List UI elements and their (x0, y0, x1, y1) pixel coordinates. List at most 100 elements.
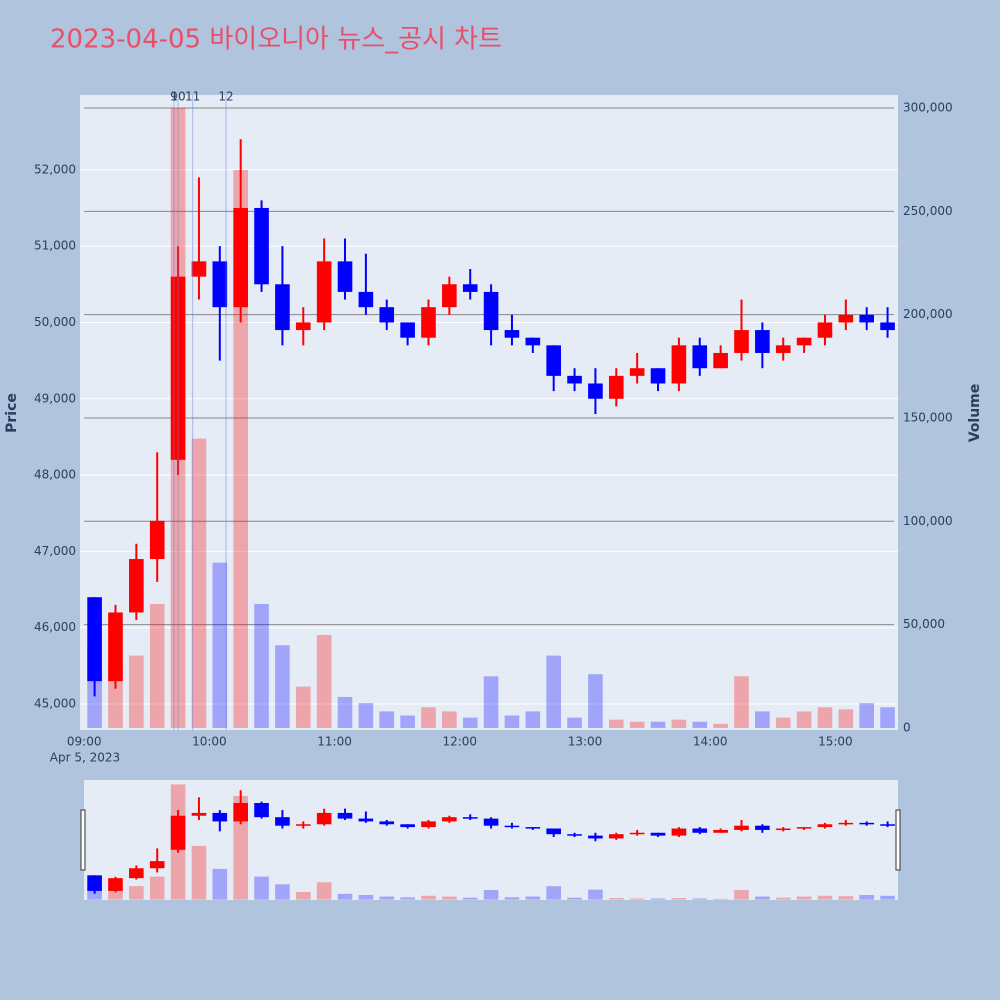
mini-volume-bar (483, 890, 499, 900)
mini-volume-bar (713, 898, 728, 900)
mini-volume-bar (880, 895, 895, 900)
volume-bar (295, 686, 311, 728)
mini-volume-bar (629, 898, 645, 900)
candle-body (838, 314, 854, 323)
mini-volume-bar (734, 890, 749, 900)
volume-bar (817, 707, 833, 728)
y-tick-label: 51,000 (34, 239, 76, 253)
candle-body (650, 368, 666, 384)
mini-candle-body (546, 828, 561, 835)
mini-volume-bar (108, 888, 123, 900)
mini-candle-body (880, 824, 895, 826)
candle-body (588, 383, 603, 399)
mini-volume-bar (608, 898, 624, 900)
candle-body (692, 345, 708, 369)
volume-bar (880, 707, 895, 728)
y-tick-label: 47,000 (34, 544, 76, 558)
x-tick-label: 09:00 (67, 735, 102, 749)
volume-bar (588, 674, 603, 728)
mini-volume-bar (191, 845, 207, 900)
y2-tick-label: 0 (903, 720, 911, 734)
mini-candle-body (796, 827, 812, 829)
candle-body (212, 261, 228, 308)
volume-bar (337, 696, 353, 728)
candle-body (775, 345, 791, 353)
volume-bar (149, 603, 165, 728)
volume-bar (775, 717, 791, 728)
candle-body (149, 520, 165, 560)
mini-volume-bar (254, 876, 269, 900)
mini-candle-body (588, 835, 603, 839)
mini-volume-bar (149, 876, 165, 900)
mini-volume-bar (504, 897, 520, 900)
mini-volume-bar (838, 896, 854, 900)
annotation-label: 11 (185, 90, 200, 104)
volume-bar (129, 655, 144, 728)
y-axis-title: Price (4, 393, 20, 433)
candle-body (275, 284, 290, 331)
candle-body (316, 261, 332, 323)
mini-volume-bar (400, 897, 415, 900)
mini-candle-body (400, 824, 415, 828)
volume-bar (629, 721, 645, 728)
mini-volume-bar (525, 896, 541, 900)
volume-bar (859, 703, 875, 728)
x-tick-label: 10:00 (192, 735, 227, 749)
range-slider[interactable] (84, 780, 898, 900)
mini-candle-body (170, 815, 186, 850)
mini-volume-bar (775, 897, 791, 900)
y-tick-label: 45,000 (34, 697, 76, 711)
mini-volume-bar (233, 795, 248, 900)
candle-body (421, 307, 436, 338)
mini-volume-bar (379, 896, 395, 900)
y2-tick-label: 50,000 (903, 617, 945, 631)
volume-bar (379, 711, 395, 728)
mini-volume-bar (421, 895, 436, 900)
mini-candle-body (713, 829, 728, 833)
x-tick-label: 11:00 (317, 735, 352, 749)
candle-body (337, 261, 353, 292)
volume-bar (546, 655, 561, 728)
mini-candle-body (212, 812, 228, 822)
volume-bar (400, 715, 415, 728)
chart-title: 2023-04-05 바이오니아 뉴스_공시 차트 (50, 25, 502, 55)
mini-candle-body (337, 812, 353, 819)
mini-volume-bar (462, 897, 478, 900)
candle-body (295, 322, 311, 331)
mini-volume-bar (337, 893, 353, 900)
mini-volume-bar (796, 896, 812, 900)
volume-bar (567, 717, 582, 728)
y-tick-label: 48,000 (34, 468, 76, 482)
volume-bar (755, 711, 770, 728)
volume-bar (483, 676, 499, 728)
mini-candle-body (108, 878, 123, 891)
mini-candle-body (671, 828, 687, 836)
candle-body (129, 559, 144, 613)
y2-axis-title: Volume (967, 384, 983, 443)
annotation-label: 9 (170, 90, 178, 104)
volume-bar (734, 676, 749, 728)
slider-handle[interactable] (80, 809, 86, 871)
mini-candle-body (149, 861, 165, 869)
mini-volume-bar (358, 895, 374, 900)
volume-bar (838, 709, 854, 728)
x-tick-label: 15:00 (818, 735, 853, 749)
candle-body (400, 322, 415, 338)
candle-body (254, 207, 269, 285)
candle-body (608, 375, 624, 399)
volume-bar (421, 707, 436, 728)
y-tick-label: 50,000 (34, 315, 76, 329)
candle-body (629, 368, 645, 376)
volume-bar (796, 711, 812, 728)
mini-candle-body (421, 821, 436, 828)
slider-handle[interactable] (895, 809, 901, 871)
mini-volume-bar (442, 896, 457, 900)
volume-bar (462, 717, 478, 728)
y-tick-label: 46,000 (34, 620, 76, 634)
mini-volume-bar (817, 895, 833, 900)
y-tick-label: 49,000 (34, 391, 76, 405)
mini-candle-body (462, 817, 478, 819)
mini-volume-bar (275, 884, 290, 900)
mini-volume-bar (755, 896, 770, 900)
mini-volume-bar (692, 898, 708, 900)
